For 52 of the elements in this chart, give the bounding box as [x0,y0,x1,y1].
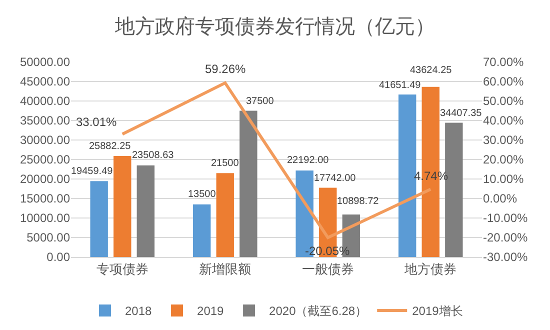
y2-tick-label: -30.00% [483,250,528,264]
data-label: 17742.00 [314,173,356,184]
data-label: 19459.49 [71,166,114,177]
y2-tick-label: -10.00% [483,211,528,226]
y-tick-label: 50000.00 [20,55,70,70]
y-tick-label: 10000.00 [20,211,70,226]
y2-tick-label: 20.00% [483,152,524,167]
x-tick-label: 专项债券 [96,262,148,277]
x-tick-label: 一般债券 [302,262,354,277]
bar [240,110,258,257]
bar [192,204,211,257]
data-label: 37500 [246,96,274,107]
y2-tick-label: 30.00% [483,133,524,148]
legend-label: 2018 [125,304,152,318]
legend-label: 2019增长 [412,304,463,318]
y-tick-label: 45000.00 [20,74,70,89]
y-tick-label: 35000.00 [20,114,70,128]
y-tick-label: 5000.00 [26,230,70,245]
y2-tick-label: -20.00% [483,230,528,245]
y-tick-label: 15000.00 [20,192,70,206]
legend-label: 2019 [197,304,224,318]
y-tick-label: 40000.00 [20,94,70,108]
bar [136,165,155,257]
y2-tick-label: 50.00% [483,94,524,108]
data-label: -20.05% [305,244,350,258]
data-label: 10898.72 [337,196,380,207]
bar [216,173,234,257]
data-label: 41651.49 [379,80,422,91]
y-tick-label: 30000.00 [20,133,70,148]
data-label: 43624.25 [410,65,452,76]
x-tick-label: 地方债券 [404,262,457,277]
chart-title: 地方政府专项债券发行情况（亿元） [114,15,435,38]
data-label: 13500 [188,189,216,200]
data-label: 59.26% [205,62,246,76]
y2-tick-label: 40.00% [483,114,524,128]
data-label: 33.01% [76,115,118,129]
y2-tick-label: 10.00% [483,172,524,186]
data-label: 21500 [211,158,240,169]
data-label: 23508.63 [132,150,174,161]
y-tick-label: 0.00 [46,250,70,264]
y-tick-label: 20000.00 [20,172,70,186]
y2-tick-label: 0.00% [483,192,518,206]
bar [90,181,108,257]
y2-tick-label: 60.00% [483,74,524,89]
x-tick-label: 新增限额 [199,262,252,277]
data-label: 22192.00 [287,155,330,166]
bar [114,156,132,257]
data-label: 34407.35 [440,108,482,119]
data-label: 25882.25 [89,141,132,152]
y-tick-label: 25000.00 [20,152,70,167]
legend-label: 2020（截至6.28） [269,304,368,318]
y2-tick-label: 70.00% [483,55,524,70]
